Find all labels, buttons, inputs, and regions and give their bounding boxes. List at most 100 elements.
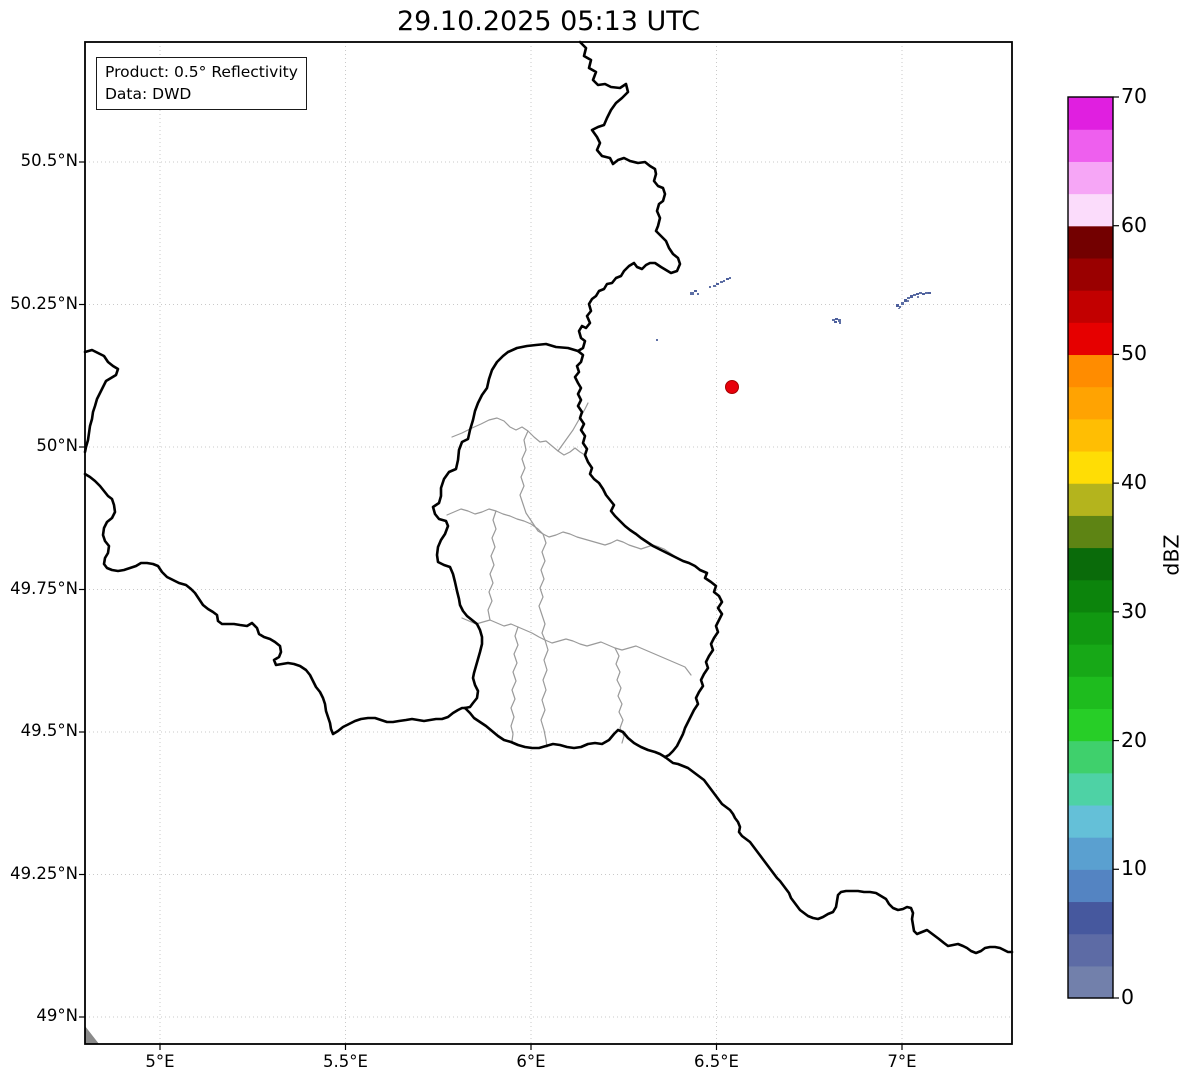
- plot-title: 29.10.2025 05:13 UTC: [396, 6, 701, 37]
- echo-pixel: [907, 300, 909, 302]
- y-tick-label: 50.5°N: [20, 151, 78, 170]
- colorbar-tick-label: 10: [1121, 856, 1148, 881]
- echo-pixel: [925, 292, 928, 294]
- colorbar-band: [1068, 225, 1113, 259]
- colorbar-band: [1068, 933, 1113, 967]
- colorbar-band: [1068, 644, 1113, 677]
- colorbar-band: [1068, 740, 1113, 774]
- canton-borders: [446, 402, 701, 748]
- y-tick-label: 49.25°N: [10, 863, 78, 883]
- colorbar-unit-text: dBZ: [1160, 534, 1184, 576]
- colorbar-band: [1068, 290, 1113, 323]
- canton-border-vianden: [557, 402, 589, 452]
- data-source-line: Data: DWD: [105, 85, 192, 103]
- colorbar-band: [1068, 965, 1113, 999]
- canton-border-wiltz-vertical: [519, 430, 544, 535]
- colorbar-band: [1068, 322, 1113, 356]
- x-tick-label: 5.5°E: [323, 1052, 368, 1071]
- colorbar-band: [1068, 97, 1113, 130]
- axis-tick-marks: [79, 161, 903, 1050]
- echo-pixel: [928, 292, 931, 294]
- echo-pixel: [835, 318, 838, 320]
- colorbar-band: [1068, 257, 1113, 291]
- colorbar-band: [1068, 772, 1113, 806]
- colorbar: [1067, 96, 1119, 999]
- colorbar-frame: [1067, 96, 1114, 999]
- colorbar-band: [1068, 515, 1113, 549]
- graticule-gridlines: [85, 42, 1012, 1044]
- y-tick-label: 50°N: [36, 436, 78, 455]
- echo-pixel: [838, 319, 841, 322]
- colorbar-band: [1068, 547, 1113, 581]
- echo-pixel: [656, 339, 658, 341]
- echo-pixel: [899, 306, 901, 308]
- colorbar-tick-label: 70: [1121, 84, 1148, 108]
- echo-pixel: [697, 293, 699, 295]
- echo-pixel: [916, 293, 919, 295]
- colorbar-band: [1068, 161, 1113, 195]
- canton-border-center-vertical: [538, 533, 547, 641]
- border-belgium-germany: [576, 40, 682, 353]
- echo-pixel: [723, 280, 725, 282]
- x-tick-label: 7°E: [887, 1052, 917, 1071]
- echo-pixel: [716, 283, 719, 285]
- echo-pixel: [720, 281, 723, 283]
- colorbar-tick-label: 20: [1121, 727, 1148, 752]
- colorbar-band: [1068, 450, 1113, 484]
- y-tick-label: 49.75°N: [10, 578, 78, 598]
- product-line: Product: 0.5° Reflectivity: [105, 63, 298, 81]
- radar-echoes: [656, 277, 931, 341]
- echo-pixel: [694, 290, 697, 292]
- colorbar-tick-label: 60: [1121, 212, 1148, 237]
- colorbar-band: [1068, 804, 1113, 838]
- echo-pixel: [907, 297, 910, 299]
- colorbar-tick-label: 40: [1121, 470, 1148, 495]
- colorbar-tick-label: 30: [1121, 598, 1148, 623]
- x-tick-label: 5°E: [145, 1052, 175, 1071]
- colorbar-unit-label: dBZ: [1140, 515, 1202, 595]
- x-tick-label: 6.5°E: [694, 1052, 739, 1071]
- echo-pixel: [726, 278, 729, 280]
- echo-pixel: [919, 292, 922, 294]
- echo-pixel: [896, 304, 899, 307]
- colorbar-band: [1068, 129, 1113, 162]
- echo-pixel: [898, 308, 900, 309]
- echo-pixel: [839, 322, 841, 324]
- x-tick-label: 6°E: [516, 1052, 546, 1071]
- colorbar-band: [1068, 837, 1113, 870]
- map-frame: [84, 41, 1013, 1045]
- colorbar-band: [1068, 676, 1113, 709]
- echo-pixel: [910, 295, 913, 298]
- echo-pixel: [917, 296, 919, 298]
- y-tick-label: 49°N: [36, 1006, 78, 1025]
- border-germany-luxembourg: [573, 349, 724, 759]
- canton-border-middle: [446, 508, 701, 571]
- y-tick-label: 49.5°N: [20, 721, 78, 740]
- colorbar-band: [1068, 579, 1113, 613]
- echo-pixel: [729, 277, 731, 279]
- colorbar-tick-label: 0: [1121, 985, 1135, 1009]
- colorbar-band: [1068, 869, 1113, 903]
- echo-pixel: [904, 299, 907, 302]
- product-info-box: Product: 0.5° Reflectivity Data: DWD: [96, 57, 307, 110]
- echo-pixel: [832, 319, 835, 321]
- border-belgium-luxembourg: [431, 342, 580, 710]
- colorbar-band: [1068, 901, 1113, 935]
- echo-pixel: [709, 286, 711, 288]
- colorbar-band: [1068, 611, 1113, 645]
- canton-border-south-vertical: [540, 639, 549, 748]
- colorbar-band: [1068, 708, 1113, 742]
- radar-station-marker: [725, 380, 739, 394]
- country-borders: [83, 40, 1014, 955]
- border-france-luxembourg: [463, 706, 667, 759]
- echo-pixel: [922, 293, 925, 295]
- colorbar-band: [1068, 386, 1113, 420]
- colorbar-band: [1068, 354, 1113, 388]
- radar-range-edge-wedge: [85, 1026, 99, 1044]
- canton-border-remich-diagonal: [614, 647, 625, 744]
- colorbar-band: [1068, 483, 1113, 516]
- colorbar-tick-label: 50: [1121, 341, 1148, 366]
- echo-pixel: [901, 302, 904, 305]
